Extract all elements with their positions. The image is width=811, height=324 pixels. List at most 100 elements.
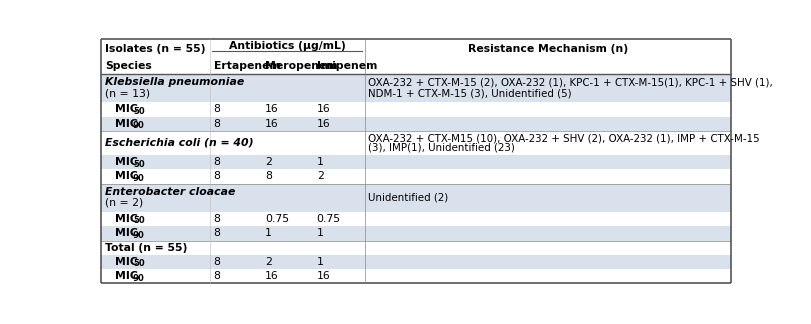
Text: 8: 8 <box>213 228 220 238</box>
Bar <box>312 59 364 74</box>
Bar <box>312 212 364 226</box>
Bar <box>261 269 312 284</box>
Bar <box>209 269 261 284</box>
Text: 2: 2 <box>265 157 272 167</box>
Text: 8: 8 <box>213 257 220 267</box>
Text: MIC: MIC <box>115 214 138 224</box>
Bar <box>364 184 730 212</box>
Bar <box>101 117 209 131</box>
Bar <box>364 255 730 269</box>
Text: 1: 1 <box>316 228 324 238</box>
Text: MIC: MIC <box>115 257 138 267</box>
Text: 16: 16 <box>265 104 278 114</box>
Text: 90: 90 <box>133 174 144 183</box>
Bar <box>312 169 364 184</box>
Bar <box>261 255 312 269</box>
Text: MIC: MIC <box>115 104 138 114</box>
Bar <box>364 269 730 284</box>
Bar <box>261 102 312 117</box>
Text: Meropenem: Meropenem <box>265 61 337 71</box>
Bar <box>312 131 364 155</box>
Bar <box>312 240 364 255</box>
Bar <box>101 240 209 255</box>
Text: NDM-1 + CTX-M-15 (3), Unidentified (5): NDM-1 + CTX-M-15 (3), Unidentified (5) <box>368 89 571 99</box>
Bar <box>364 74 730 102</box>
Text: 50: 50 <box>133 159 144 168</box>
Text: 8: 8 <box>265 171 272 181</box>
Bar <box>101 212 209 226</box>
Bar <box>261 155 312 169</box>
Bar <box>312 102 364 117</box>
Text: 8: 8 <box>213 119 220 129</box>
Text: 2: 2 <box>316 171 324 181</box>
Bar <box>261 117 312 131</box>
Text: 50: 50 <box>133 216 144 226</box>
Text: Ertapenem: Ertapenem <box>213 61 280 71</box>
Bar <box>209 226 261 240</box>
Bar <box>364 169 730 184</box>
Bar <box>101 39 209 59</box>
Text: (3), IMP(1), Unidentified (23): (3), IMP(1), Unidentified (23) <box>368 143 514 153</box>
Bar <box>209 117 261 131</box>
Text: MIC: MIC <box>115 271 138 281</box>
Text: MIC: MIC <box>115 119 138 129</box>
Bar <box>364 102 730 117</box>
Text: Total (n = 55): Total (n = 55) <box>105 243 187 253</box>
Bar <box>364 131 730 155</box>
Bar <box>261 212 312 226</box>
Text: 8: 8 <box>213 157 220 167</box>
Bar <box>312 74 364 102</box>
Bar <box>209 184 261 212</box>
Text: 16: 16 <box>316 104 330 114</box>
Bar <box>312 184 364 212</box>
Bar <box>101 155 209 169</box>
Text: 16: 16 <box>316 271 330 281</box>
Bar <box>101 169 209 184</box>
Text: 8: 8 <box>213 271 220 281</box>
Bar <box>312 117 364 131</box>
Text: 90: 90 <box>133 273 144 283</box>
Bar <box>101 255 209 269</box>
Text: MIC: MIC <box>115 157 138 167</box>
Bar <box>209 255 261 269</box>
Text: 50: 50 <box>133 107 144 116</box>
Text: (n = 2): (n = 2) <box>105 198 144 208</box>
Bar <box>261 39 312 59</box>
Text: 2: 2 <box>265 257 272 267</box>
Text: 1: 1 <box>316 257 324 267</box>
Text: Enterobacter cloacae: Enterobacter cloacae <box>105 187 235 197</box>
Bar <box>101 269 209 284</box>
Bar <box>209 59 261 74</box>
Bar <box>364 226 730 240</box>
Bar <box>364 155 730 169</box>
Text: 90: 90 <box>133 121 144 130</box>
Bar <box>101 59 209 74</box>
Bar <box>209 240 261 255</box>
Bar <box>209 74 261 102</box>
Text: 8: 8 <box>213 214 220 224</box>
Text: 8: 8 <box>213 104 220 114</box>
Bar <box>101 226 209 240</box>
Text: Escherichia coli (n = 40): Escherichia coli (n = 40) <box>105 138 254 148</box>
Text: 16: 16 <box>265 271 278 281</box>
Text: 0.75: 0.75 <box>316 214 341 224</box>
Bar <box>364 39 730 59</box>
Text: OXA-232 + CTX-M-15 (2), OXA-232 (1), KPC-1 + CTX-M-15(1), KPC-1 + SHV (1),: OXA-232 + CTX-M-15 (2), OXA-232 (1), KPC… <box>368 77 772 87</box>
Bar <box>312 226 364 240</box>
Bar <box>101 102 209 117</box>
Text: Isolates (n = 55): Isolates (n = 55) <box>105 44 205 54</box>
Bar <box>312 269 364 284</box>
Text: Klebsiella pneumoniae: Klebsiella pneumoniae <box>105 77 244 87</box>
Bar <box>101 74 209 102</box>
Text: 0.75: 0.75 <box>265 214 289 224</box>
Text: 90: 90 <box>133 231 144 240</box>
Bar <box>261 184 312 212</box>
Text: Resistance Mechanism (n): Resistance Mechanism (n) <box>467 44 627 54</box>
Bar <box>261 59 312 74</box>
Bar <box>261 226 312 240</box>
Text: 16: 16 <box>265 119 278 129</box>
Text: 50: 50 <box>133 259 144 268</box>
Bar <box>101 184 209 212</box>
Bar <box>261 240 312 255</box>
Bar <box>101 131 209 155</box>
